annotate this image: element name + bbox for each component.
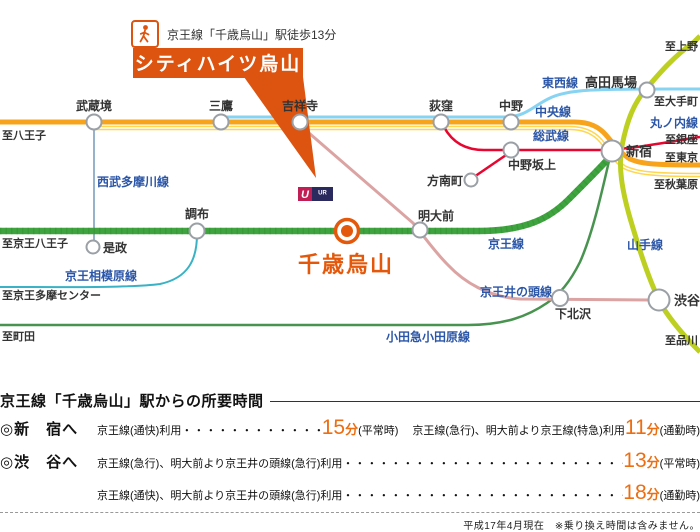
station-musashisakai	[85, 113, 103, 131]
travel-time-section: 京王線「千歳烏山」駅からの所要時間 ◎新 宿へ 京王線(通快)利用 ・・・・・・…	[0, 391, 700, 532]
label-keio-line: 京王線	[488, 236, 524, 251]
walking-person-icon	[139, 25, 150, 43]
label-to-shinagawa: 至品川	[665, 334, 698, 347]
station-shimokitazawa	[551, 289, 569, 307]
keio-line	[0, 155, 612, 235]
label-to-tokyo: 至東京	[665, 150, 698, 164]
section-title: 京王線「千歳烏山」駅からの所要時間	[0, 392, 264, 410]
station-meidaimae	[411, 221, 429, 239]
minutes-unit: 分	[646, 454, 660, 470]
dot-leader: ・・・・・・・・・・・・・・・・・・・・	[181, 425, 321, 437]
ur-logo: U UR	[298, 187, 333, 201]
station-honancho	[463, 172, 479, 188]
station-nakanosakaue	[502, 141, 520, 159]
walk-icon-box	[131, 20, 159, 48]
destination-shibuya: ◎渋 谷へ	[0, 453, 79, 471]
label-to-ginza: 至銀座	[665, 132, 698, 146]
tozai-line	[221, 87, 700, 119]
minutes-unit: 分	[345, 422, 359, 437]
keio-sagamihara-line	[0, 233, 198, 289]
label-tozai-line: 東西線	[542, 75, 578, 90]
label-takadanobaba: 高田馬場	[585, 75, 637, 90]
time-note: (平常時)	[358, 425, 399, 437]
marunouchi-line	[442, 126, 700, 152]
chitose-karasuyama-marker-core	[341, 225, 353, 237]
time-note: (通勤時)	[659, 425, 700, 437]
title-rule	[269, 400, 700, 402]
route-text: 京王線(通快)利用	[97, 425, 182, 437]
callout-banner	[133, 48, 303, 78]
station-kichijoji	[291, 113, 309, 131]
label-shimokitazawa: 下北沢	[555, 306, 592, 321]
label-honancho: 方南町	[427, 173, 463, 188]
time-row-shinjuku: ◎新 宿へ 京王線(通快)利用 ・・・・・・・・・・・・・・・・・・・・ 15 …	[0, 417, 700, 442]
label-seibu-tamagawa-line: 西武多摩川線	[97, 174, 169, 189]
minutes-value: 11	[624, 416, 647, 439]
label-to-ueno: 至上野	[665, 39, 698, 53]
station-koremasa	[85, 239, 101, 255]
time-row-shibuya-1: ◎渋 谷へ 京王線(急行)、明大前より京王井の頭線(急行)利用 ・・・・・・・・…	[0, 450, 700, 475]
label-musashisakai: 武蔵境	[76, 98, 112, 113]
label-koremasa: 是政	[102, 240, 128, 255]
footnote: 平成17年4月現在 ※乗り換え時間は含みません。	[463, 520, 700, 532]
minutes-unit: 分	[646, 487, 660, 502]
time-note: (通勤時)	[659, 490, 700, 502]
route-text: 京王線(急行)、明大前より京王井の頭線(急行)利用	[97, 457, 343, 470]
route-text: 京王線(通快)、明大前より京王井の頭線(急行)利用	[97, 490, 343, 502]
label-chofu: 調布	[185, 206, 209, 221]
station-ogikubo	[432, 113, 450, 131]
route-text: 京王線(急行)、明大前より京王線(特急)利用	[412, 425, 625, 437]
walk-notice: 京王線「千歳烏山」駅徒歩13分	[167, 27, 336, 42]
ur-logo-ur: UR	[318, 191, 327, 197]
dot-leader: ・・・・・・・・・・・・・・・・・・・・・・・・・・・・・・・・・・・・・・・・…	[342, 490, 623, 502]
label-sobu-line: 総武線	[533, 128, 569, 143]
minutes-unit: 分	[646, 422, 660, 437]
label-kichijoji: 吉祥寺	[282, 98, 318, 113]
dot-leader: ・・・・・・・・・・・・・・・・・・・・・・・・・・・・・・・・・・・・・・・・…	[342, 457, 623, 470]
route-map: シティハイツ烏山 京王線「千歳烏山」駅徒歩13分 U UR 武	[0, 20, 700, 354]
label-odakyu-line: 小田急小田原線	[386, 329, 470, 344]
label-inokashira-line: 京王井の頭線	[480, 284, 552, 299]
station-chofu	[188, 222, 206, 240]
label-to-machida: 至町田	[2, 330, 35, 343]
station-takadanobaba	[638, 81, 656, 99]
station-mitaka	[212, 113, 230, 131]
label-meidaimae: 明大前	[418, 208, 454, 223]
label-keio-sagamihara-line: 京王相模原線	[65, 268, 137, 283]
label-to-otemachi: 至大手町	[654, 94, 698, 108]
label-to-keio-tama-center: 至京王多摩センター	[2, 288, 101, 302]
odakyu-odawara-line	[0, 160, 611, 327]
label-marunouchi-line: 丸ノ内線	[649, 115, 698, 130]
destination-shinjuku: ◎新 宿へ	[0, 421, 79, 438]
label-nakano: 中野	[499, 98, 523, 113]
station-shinjuku	[600, 139, 624, 163]
label-nakanosakaue: 中野坂上	[508, 157, 556, 172]
time-note: (平常時)	[659, 457, 700, 470]
label-to-akihabara: 至秋葉原	[654, 177, 698, 191]
label-shibuya: 渋谷	[674, 293, 700, 308]
label-yamanote-line: 山手線	[627, 237, 663, 252]
minutes-value: 15	[321, 416, 346, 439]
station-shibuya	[647, 288, 671, 312]
label-chuo-line: 中央線	[535, 104, 571, 119]
callout-pointer	[244, 77, 316, 178]
minutes-value: 13	[623, 448, 647, 472]
marunouchi-honancho-branch	[470, 151, 510, 181]
label-shinjuku: 新宿	[626, 144, 652, 159]
footer-rule	[0, 511, 700, 513]
label-to-keio-hachioji: 至京王八王子	[2, 236, 68, 250]
ur-logo-u: U	[301, 189, 310, 201]
station-nakano	[502, 113, 520, 131]
label-ogikubo: 荻窪	[429, 98, 453, 113]
label-mitaka: 三鷹	[209, 98, 233, 113]
time-row-shibuya-2: 京王線(通快)、明大前より京王井の頭線(急行)利用 ・・・・・・・・・・・・・・…	[0, 482, 700, 505]
label-to-hachioji: 至八王子	[2, 129, 46, 142]
minutes-value: 18	[623, 481, 647, 504]
callout-label: シティハイツ烏山	[135, 52, 301, 75]
label-chitose-karasuyama: 千歳烏山	[298, 252, 394, 277]
